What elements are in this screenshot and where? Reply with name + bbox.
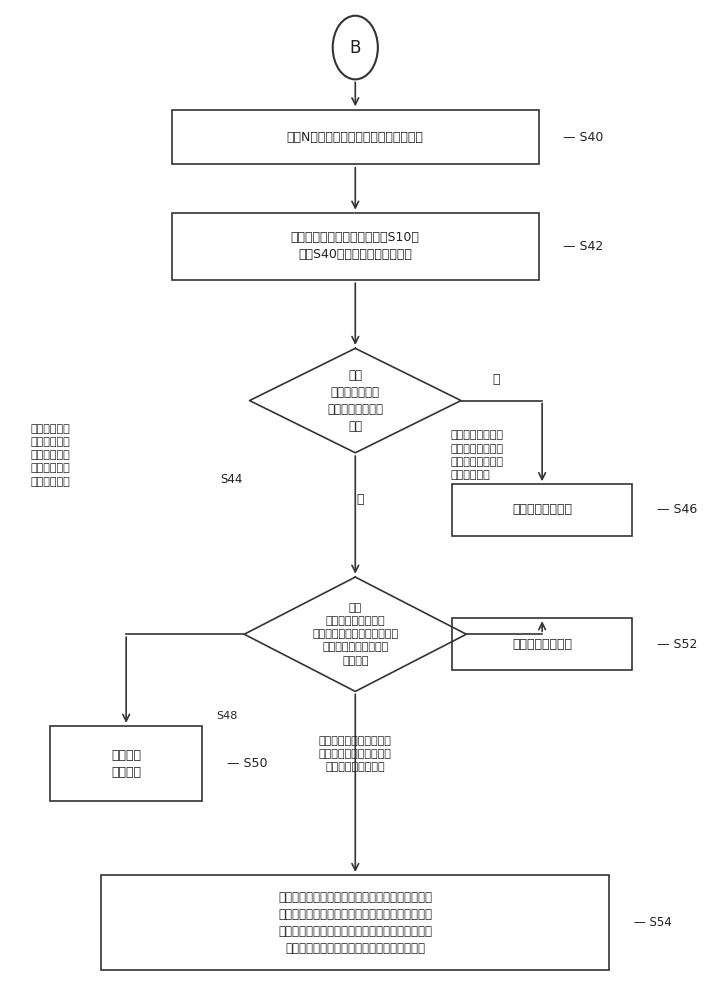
FancyBboxPatch shape	[50, 726, 202, 801]
Text: — S52: — S52	[657, 638, 697, 651]
Text: 否: 否	[357, 493, 364, 506]
Text: 针对纸钞上另一序号执行步骤S10至
步骤S40，以得到参考识别序号: 针对纸钞上另一序号执行步骤S10至 步骤S40，以得到参考识别序号	[291, 231, 419, 261]
Polygon shape	[250, 348, 461, 453]
Text: S44: S44	[220, 473, 242, 486]
Text: 是: 是	[493, 373, 501, 386]
Text: — S54: — S54	[634, 916, 671, 929]
Text: 判断
目前识别序号与校验
总和值是否相符，且判断参考
识别序号与校验总和值
是否相符: 判断 目前识别序号与校验 总和值是否相符，且判断参考 识别序号与校验总和值 是否…	[312, 603, 398, 666]
Text: 输出参考识别序号: 输出参考识别序号	[512, 638, 572, 651]
Text: 产生N个物件影像所组成的目前识别序号: 产生N个物件影像所组成的目前识别序号	[287, 131, 424, 144]
Text: 判断
目前识别序号与
参考识别序号是否
相符: 判断 目前识别序号与 参考识别序号是否 相符	[327, 369, 383, 433]
Text: 参考识别序号与校
验总和值相符，且
目前识别序号与校
验总和值不符: 参考识别序号与校 验总和值相符，且 目前识别序号与校 验总和值不符	[451, 430, 503, 480]
Text: — S46: — S46	[657, 503, 697, 516]
Text: — S40: — S40	[563, 131, 604, 144]
Text: 目前识别序号
与校验总和值
相符，且参考
识别序号与校
验总和值不符: 目前识别序号 与校验总和值 相符，且参考 识别序号与校 验总和值不符	[31, 424, 70, 487]
FancyBboxPatch shape	[102, 875, 609, 970]
Text: 输出目前识别序号: 输出目前识别序号	[512, 503, 572, 516]
Text: 目前识别序号与校验总和
值相符，且参考识别序号
亦与校验总和值相符: 目前识别序号与校验总和 值相符，且参考识别序号 亦与校验总和值相符	[319, 736, 392, 772]
FancyBboxPatch shape	[452, 618, 632, 670]
Text: — S50: — S50	[227, 757, 267, 770]
Text: S48: S48	[216, 711, 237, 721]
FancyBboxPatch shape	[172, 213, 539, 280]
Text: 比较目前识别序号与参考识别序号之间相异物件标
签所对应的候选标签的信赖区间，并将目前识别序
号与参考识别序号其中相异物件标签中具有较多较
高信赖区间或信赖区间的: 比较目前识别序号与参考识别序号之间相异物件标 签所对应的候选标签的信赖区间，并将…	[278, 891, 432, 955]
FancyBboxPatch shape	[452, 484, 632, 536]
Text: B: B	[350, 39, 361, 57]
Text: 输出目前
识别序号: 输出目前 识别序号	[111, 749, 141, 779]
Text: — S42: — S42	[563, 240, 604, 253]
FancyBboxPatch shape	[172, 110, 539, 164]
Polygon shape	[245, 577, 466, 691]
